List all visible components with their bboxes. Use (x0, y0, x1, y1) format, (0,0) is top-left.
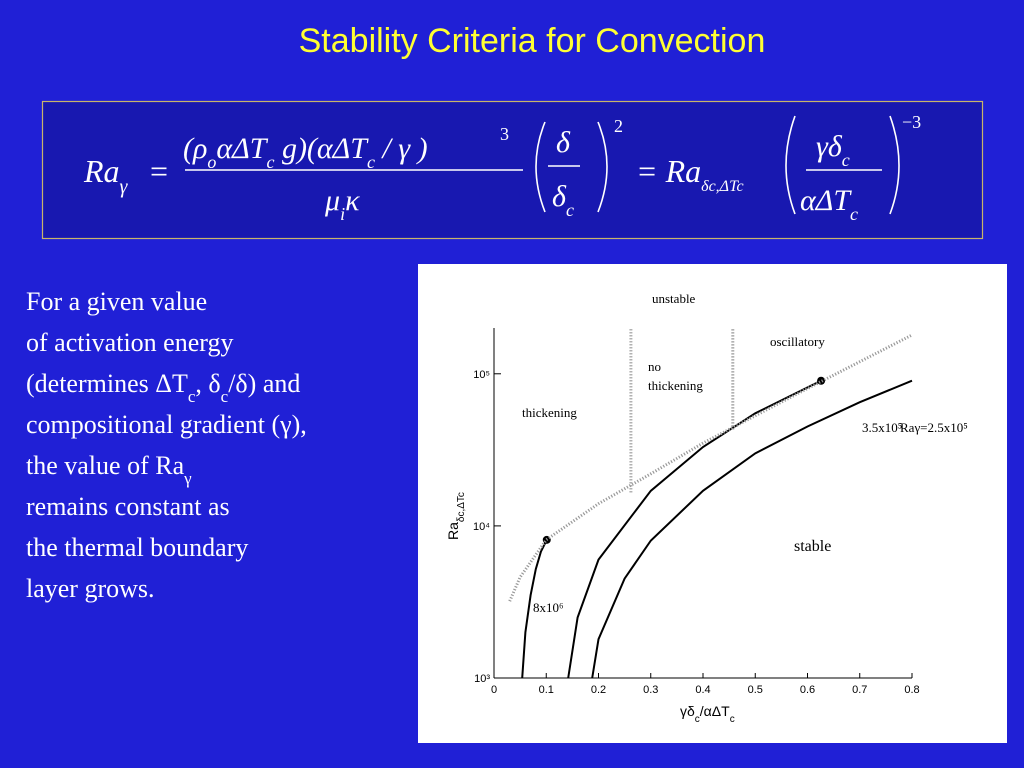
text-run: κ (345, 184, 360, 217)
subscript: i (340, 204, 345, 224)
eq-numerator: (ρoαΔTc g)(αΔTc / γ ) (183, 132, 428, 172)
text-run: layer grows. (26, 574, 155, 603)
eq-ratio-denominator: δc (552, 180, 574, 220)
end-marker (817, 376, 826, 385)
subscript: c (566, 200, 574, 220)
text-run: / γ ) (375, 132, 428, 165)
x-axis-label: γδc/αΔTc (680, 703, 735, 725)
eq-rhs: = Raδc,ΔTc (636, 153, 744, 195)
text-run: Ra (445, 522, 461, 540)
paragraph-line: For a given value (26, 287, 207, 316)
curve-label: Raγ=2.5x10⁵ (900, 420, 968, 435)
text-run: = Ra (636, 153, 701, 189)
curve (521, 539, 548, 679)
text-run: δ (552, 180, 567, 213)
x-tick-label: 0.7 (852, 684, 867, 696)
eq-ratio-numerator: δ (556, 126, 571, 159)
chart-panel (418, 264, 1007, 743)
curve-label: 3.5x10⁵ (862, 420, 902, 435)
paragraph-line: the thermal boundary (26, 533, 248, 562)
text-run: For a given value (26, 287, 207, 316)
eq-denominator: μiκ (324, 184, 360, 224)
text-run: αΔT (800, 184, 852, 217)
paragraph-line: layer grows. (26, 574, 155, 603)
subscript: c (188, 387, 196, 406)
paragraph-line: compositional gradient (γ), (26, 410, 307, 439)
x-tick-label: 0.2 (591, 684, 606, 696)
text-run: γδ (680, 703, 695, 719)
curve (591, 379, 913, 679)
curve-label: 8x10⁶ (533, 600, 564, 615)
text-run: the thermal boundary (26, 533, 248, 562)
subscript: γ (120, 176, 129, 198)
subscript: γ (183, 469, 192, 488)
text-run: g)(αΔT (274, 132, 369, 165)
y-tick-label: 10³ (474, 673, 490, 685)
y-axis-label: Raδc,ΔTc (445, 492, 467, 540)
paragraph-line: of activation energy (26, 328, 233, 357)
x-tick-label: 0.8 (904, 684, 919, 696)
region-label: thickening (648, 378, 703, 393)
slide-title: Stability Criteria for Convection (299, 22, 766, 60)
y-tick-label: 10⁴ (473, 521, 490, 533)
text-run: αΔT (216, 132, 268, 165)
eq-lhs: Raγ (83, 153, 129, 198)
eq-rhs-denominator: αΔTc (800, 184, 858, 224)
subscript: c (221, 387, 229, 406)
paragraph-line: remains constant as (26, 492, 230, 521)
text-run: , δ (195, 369, 220, 398)
y-tick-label: 10⁵ (473, 369, 490, 381)
subscript: c (842, 150, 850, 170)
region-label: thickening (522, 405, 577, 420)
subscript: δc,ΔTc (456, 492, 467, 522)
paragraph-line: the value of Raγ (26, 451, 192, 488)
eq-exponent: 2 (614, 116, 623, 136)
x-tick-label: 0.3 (643, 684, 658, 696)
x-tick-label: 0.4 (695, 684, 710, 696)
subscript: c (367, 152, 375, 172)
region-label: unstable (652, 291, 696, 306)
subscript: o (207, 152, 216, 172)
subscript: c (730, 714, 735, 725)
eq-exponent: −3 (902, 112, 921, 132)
x-tick-label: 0.1 (539, 684, 554, 696)
text-run: δ (556, 126, 571, 159)
text-run: of activation energy (26, 328, 233, 357)
subscript: c (266, 152, 274, 172)
subscript: c (850, 204, 858, 224)
x-tick-label: 0 (491, 684, 497, 696)
text-run: the value of Ra (26, 451, 185, 480)
x-tick-label: 0.6 (800, 684, 815, 696)
region-label: oscillatory (770, 334, 825, 349)
paragraph-line: (determines ΔTc, δc/δ) and (26, 369, 300, 406)
eq-equals: = (150, 153, 168, 189)
boundary-line (508, 333, 913, 602)
eq-rhs-numerator: γδc (816, 130, 850, 170)
text-run: Ra (83, 153, 120, 189)
subscript: c (695, 714, 700, 725)
curve (567, 379, 822, 679)
text-run: remains constant as (26, 492, 230, 521)
text-run: (determines ΔT (26, 369, 188, 398)
text-run: (ρ (183, 132, 207, 165)
region-label: stable (794, 538, 831, 555)
x-tick-label: 0.5 (748, 684, 763, 696)
text-run: μ (324, 184, 340, 217)
text-run: γδ (816, 130, 843, 163)
text-run: compositional gradient (γ), (26, 410, 307, 439)
text-run: /δ) and (228, 369, 300, 398)
eq-exponent: 3 (500, 124, 509, 144)
text-run: /αΔT (700, 703, 730, 719)
subscript: δc,ΔTc (701, 178, 743, 195)
region-label: no (648, 359, 661, 374)
equation-lines (185, 115, 900, 215)
